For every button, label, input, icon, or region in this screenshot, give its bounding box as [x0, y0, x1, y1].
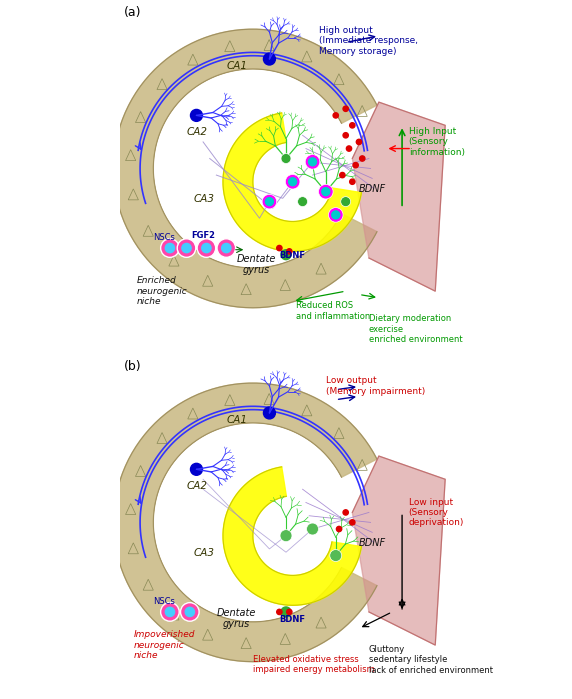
Circle shape [341, 196, 351, 207]
Text: Impoverished
neurogenic
niche: Impoverished neurogenic niche [133, 630, 195, 660]
Circle shape [161, 603, 179, 621]
Circle shape [264, 407, 275, 419]
Circle shape [222, 243, 231, 253]
Circle shape [340, 173, 345, 178]
Circle shape [264, 53, 275, 65]
Circle shape [343, 106, 348, 111]
Circle shape [287, 610, 292, 614]
Circle shape [307, 523, 319, 535]
Text: Dentate
gyrus: Dentate gyrus [236, 254, 276, 275]
Circle shape [332, 211, 340, 219]
Circle shape [181, 603, 199, 621]
Text: Elevated oxidative stress
impaired energy metabolism: Elevated oxidative stress impaired energ… [253, 655, 375, 675]
Polygon shape [223, 467, 362, 605]
Text: High Input
(Sensory
information): High Input (Sensory information) [409, 127, 464, 157]
Circle shape [336, 526, 341, 532]
Circle shape [330, 549, 341, 561]
Circle shape [349, 179, 355, 185]
Circle shape [328, 208, 343, 222]
Circle shape [285, 175, 300, 189]
Text: BDNF: BDNF [279, 615, 305, 624]
Text: FGF2: FGF2 [192, 231, 216, 240]
Circle shape [217, 239, 236, 257]
Circle shape [182, 243, 191, 253]
Circle shape [322, 188, 330, 196]
Text: Dentate
gyrus: Dentate gyrus [217, 607, 256, 629]
Circle shape [281, 607, 291, 617]
Text: BDNF: BDNF [359, 184, 386, 194]
Text: BDNF: BDNF [279, 251, 305, 260]
Text: Enriched
neurogenic
niche: Enriched neurogenic niche [137, 276, 188, 306]
Circle shape [197, 239, 216, 257]
Text: Dietary moderation
exercise
enriched environment: Dietary moderation exercise enriched env… [369, 315, 463, 344]
Circle shape [356, 139, 362, 145]
Polygon shape [352, 102, 445, 291]
Polygon shape [155, 71, 340, 266]
Circle shape [265, 198, 273, 206]
Circle shape [190, 463, 202, 475]
Text: CA3: CA3 [193, 547, 214, 558]
Text: CA3: CA3 [193, 194, 214, 203]
Circle shape [190, 110, 202, 122]
Circle shape [333, 113, 339, 118]
Circle shape [280, 530, 292, 542]
Polygon shape [223, 113, 362, 252]
Circle shape [349, 520, 355, 525]
Circle shape [281, 250, 291, 259]
Circle shape [161, 239, 179, 257]
Circle shape [347, 146, 352, 151]
Circle shape [289, 178, 297, 186]
Text: High output
(Immediate response,
Memory storage): High output (Immediate response, Memory … [319, 26, 418, 56]
Text: (a): (a) [124, 6, 141, 19]
Circle shape [287, 249, 292, 254]
Text: CA2: CA2 [186, 127, 208, 137]
Circle shape [305, 154, 320, 169]
Circle shape [277, 610, 282, 614]
Circle shape [177, 239, 196, 257]
Text: CA1: CA1 [227, 61, 247, 71]
Text: BDNF: BDNF [359, 538, 386, 547]
Circle shape [308, 158, 316, 166]
Text: Reduced ROS
and inflammation: Reduced ROS and inflammation [296, 301, 370, 321]
Text: (b): (b) [124, 360, 141, 373]
Circle shape [165, 607, 174, 617]
Circle shape [343, 510, 348, 515]
Text: NSCs: NSCs [153, 233, 175, 242]
Circle shape [319, 185, 333, 199]
Polygon shape [114, 29, 377, 308]
Circle shape [297, 196, 308, 207]
Text: CA1: CA1 [227, 415, 247, 425]
Text: NSCs: NSCs [153, 597, 175, 605]
Circle shape [262, 194, 277, 209]
Text: Low input
(Sensory
deprivation): Low input (Sensory deprivation) [409, 498, 464, 527]
Circle shape [185, 607, 194, 617]
Circle shape [277, 245, 282, 251]
Circle shape [281, 154, 291, 164]
Polygon shape [352, 456, 445, 645]
Circle shape [202, 243, 211, 253]
Circle shape [360, 156, 365, 161]
Circle shape [349, 123, 355, 128]
Text: CA2: CA2 [186, 481, 208, 491]
Circle shape [353, 162, 358, 168]
Polygon shape [155, 424, 340, 620]
Text: Gluttony
sedentary lifestyle
lack of enriched environment: Gluttony sedentary lifestyle lack of enr… [369, 645, 493, 675]
Text: Low output
(Memory impairment): Low output (Memory impairment) [326, 377, 425, 396]
Polygon shape [114, 383, 377, 662]
Circle shape [165, 243, 174, 253]
Circle shape [343, 133, 348, 138]
